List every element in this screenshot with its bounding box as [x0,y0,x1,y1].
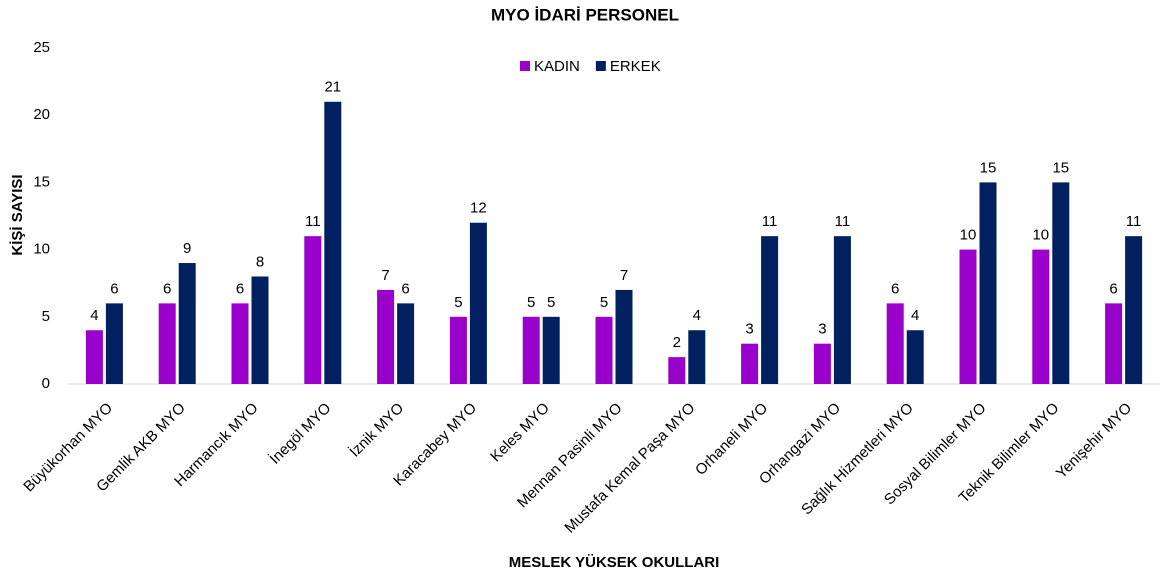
data-label: 10 [960,227,977,244]
x-tick-label: Orhaneli MYO [692,400,771,479]
y-axis-title: KİŞİ SAYISI [9,174,26,255]
chart-title: MYO İDARİ PERSONEL [491,5,679,24]
x-tick-label: İnegöl MYO [266,399,335,468]
bar [833,236,851,384]
data-label: 7 [620,267,628,284]
data-label: 5 [547,294,555,311]
data-label: 6 [1109,280,1117,297]
bar [449,316,467,384]
data-label: 9 [183,240,191,257]
bar [397,303,415,384]
data-label: 21 [324,79,341,96]
y-tick-label: 15 [33,173,50,190]
data-label: 6 [891,280,899,297]
bar [688,330,706,384]
data-label: 8 [256,253,264,270]
bar [542,316,560,384]
bar [979,182,997,384]
bar [1105,303,1123,384]
bar [1125,236,1143,384]
data-label: 4 [693,307,701,324]
x-tick-label: Keles MYO [487,400,553,466]
bar [105,303,123,384]
bar [469,222,487,384]
bar [377,289,395,384]
data-label: 5 [454,294,462,311]
data-label: 5 [600,294,608,311]
legend-swatch [520,61,530,71]
bar [886,303,904,384]
legend-swatch [595,61,606,71]
bar [231,303,249,384]
bar [324,101,342,384]
y-tick-label: 25 [33,39,50,56]
bar [595,316,613,384]
data-label: 2 [673,334,681,351]
bar [522,316,540,384]
bar [1052,182,1070,384]
data-label: 4 [911,307,919,324]
data-label: 6 [236,280,244,297]
data-label: 11 [762,213,778,230]
y-tick-label: 5 [42,308,50,325]
bar [761,236,779,384]
data-label: 6 [110,280,118,297]
data-label: 11 [1126,213,1142,230]
bar [906,330,924,384]
data-label: 10 [1032,227,1049,244]
bar [741,343,759,384]
x-axis-title: MESLEK YÜKSEK OKULLARI [509,554,720,571]
data-label: 15 [1052,159,1069,176]
bar [959,249,977,384]
data-label: 5 [527,294,535,311]
bar [158,303,176,384]
y-tick-label: 0 [42,375,50,392]
data-label: 4 [90,307,98,324]
x-tick-label: Mustafa Kemal Paşa MYO [561,400,698,537]
data-label: 6 [401,280,409,297]
data-label: 3 [745,321,753,338]
bar [615,289,633,384]
bar [813,343,831,384]
bar [178,263,196,384]
data-label: 7 [381,267,389,284]
data-label: 15 [980,159,997,176]
legend-label: KADIN [534,58,580,75]
x-tick-label: İznik MYO [346,399,408,461]
bar [304,236,322,384]
bar [668,357,686,384]
data-label: 11 [305,213,321,230]
data-label: 12 [470,200,487,217]
bar [85,330,103,384]
y-tick-label: 20 [33,106,50,123]
y-tick-label: 10 [33,241,50,258]
data-label: 11 [835,213,851,230]
legend-label: ERKEK [610,58,661,75]
bar [1032,249,1050,384]
data-label: 3 [818,321,826,338]
x-tick-label: Yenişehir MYO [1053,400,1135,482]
data-label: 6 [163,280,171,297]
bar [251,276,269,384]
